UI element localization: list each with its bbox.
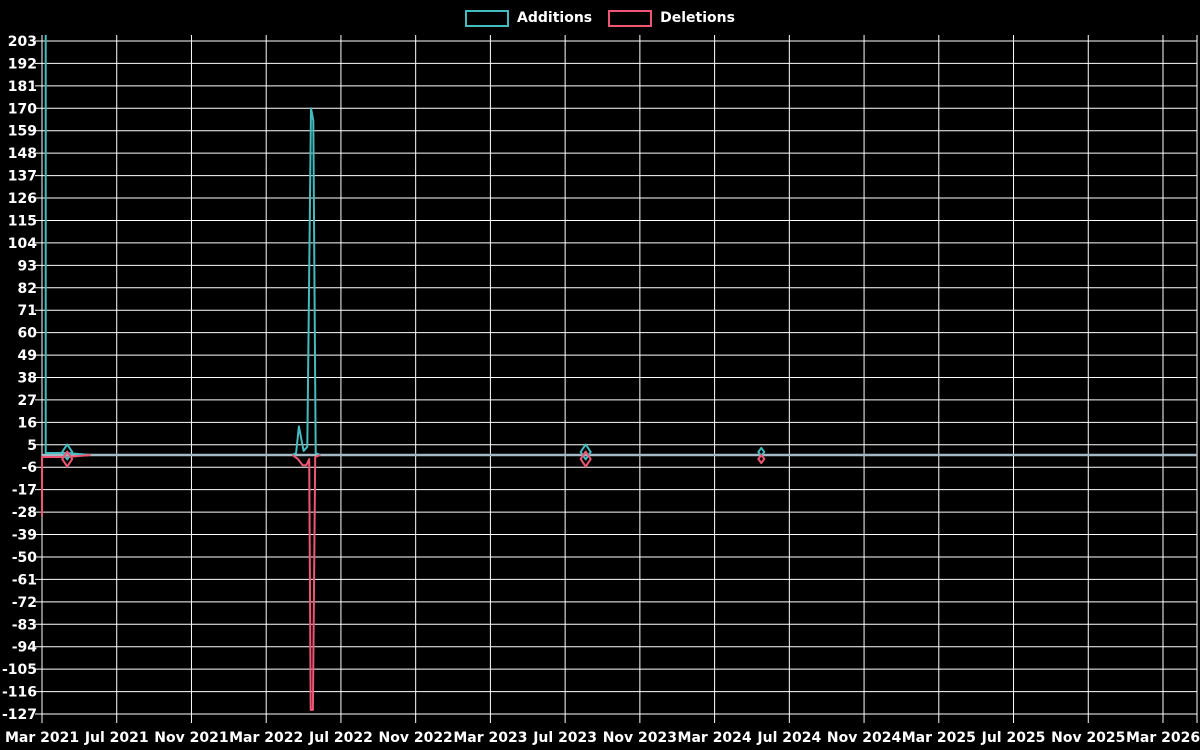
x-tick-label: Mar 2026 [1126, 730, 1200, 746]
x-tick-label: Mar 2025 [902, 730, 976, 746]
x-tick-label: Nov 2023 [603, 730, 677, 746]
x-tick-label: Jul 2025 [981, 730, 1046, 746]
y-tick-label: 137 [8, 169, 37, 185]
additions-line [44, 34, 91, 456]
y-tick-label: -50 [12, 550, 38, 566]
y-tick-label: 49 [18, 348, 37, 364]
y-tick-label: 115 [8, 213, 37, 229]
legend-item-deletions[interactable]: Deletions [608, 9, 735, 27]
y-tick-label: 60 [18, 326, 38, 342]
y-tick-label: 27 [18, 393, 37, 409]
x-tick-label: Mar 2023 [453, 730, 527, 746]
deletions-legend-swatch-icon [608, 9, 653, 27]
legend-item-additions[interactable]: Additions [465, 9, 593, 27]
x-tick-label: Jul 2021 [84, 730, 149, 746]
y-tick-label: -72 [12, 595, 37, 611]
additions-legend-label: Additions [517, 10, 593, 26]
y-tick-label: -28 [12, 505, 37, 521]
y-tick-label: 126 [8, 191, 37, 207]
y-tick-label: -94 [12, 640, 38, 656]
y-tick-label: 16 [18, 415, 37, 431]
y-tick-label: 71 [18, 303, 37, 319]
x-tick-label: Jul 2022 [308, 730, 373, 746]
x-tick-label: Mar 2022 [229, 730, 303, 746]
additions-legend-swatch-icon [465, 9, 510, 27]
additions-point-marker [61, 443, 74, 461]
y-tick-label: -127 [2, 707, 37, 723]
x-tick-label: Nov 2025 [1051, 730, 1125, 746]
y-tick-label: 148 [8, 146, 37, 162]
y-tick-label: -61 [12, 572, 37, 588]
y-tick-label: -39 [12, 528, 37, 544]
x-tick-label: Jul 2024 [756, 730, 821, 746]
deletions-legend-label: Deletions [660, 10, 735, 26]
y-tick-label: 203 [8, 34, 37, 50]
deletions-point-marker [579, 450, 592, 468]
x-tick-label: Nov 2024 [827, 730, 902, 746]
deletions-point-marker [757, 454, 766, 465]
y-tick-label: 192 [8, 56, 37, 72]
deletions-point-marker [61, 450, 74, 468]
y-tick-label: 93 [18, 258, 37, 274]
deletions-line [291, 454, 321, 711]
y-tick-label: 5 [27, 438, 37, 454]
y-tick-label: 38 [18, 371, 37, 387]
deletions-line [41, 454, 91, 517]
y-tick-label: 104 [8, 236, 37, 252]
additions-point-marker [579, 443, 592, 461]
y-tick-label: 82 [18, 281, 37, 297]
x-tick-label: Nov 2022 [379, 730, 453, 746]
y-tick-label: -83 [12, 617, 37, 633]
y-tick-label: -105 [2, 662, 37, 678]
additions-line [291, 107, 321, 456]
y-tick-label: -17 [12, 483, 37, 499]
x-tick-label: Mar 2024 [678, 730, 752, 746]
y-tick-label: -6 [21, 460, 37, 476]
y-tick-label: -116 [2, 685, 37, 701]
x-tick-label: Nov 2021 [154, 730, 228, 746]
y-tick-label: 181 [8, 79, 37, 95]
x-tick-label: Mar 2021 [5, 730, 79, 746]
y-tick-label: 159 [8, 124, 37, 140]
x-tick-label: Jul 2023 [532, 730, 597, 746]
y-tick-label: 170 [8, 101, 37, 117]
chart-legend: Additions Deletions [0, 6, 1200, 30]
